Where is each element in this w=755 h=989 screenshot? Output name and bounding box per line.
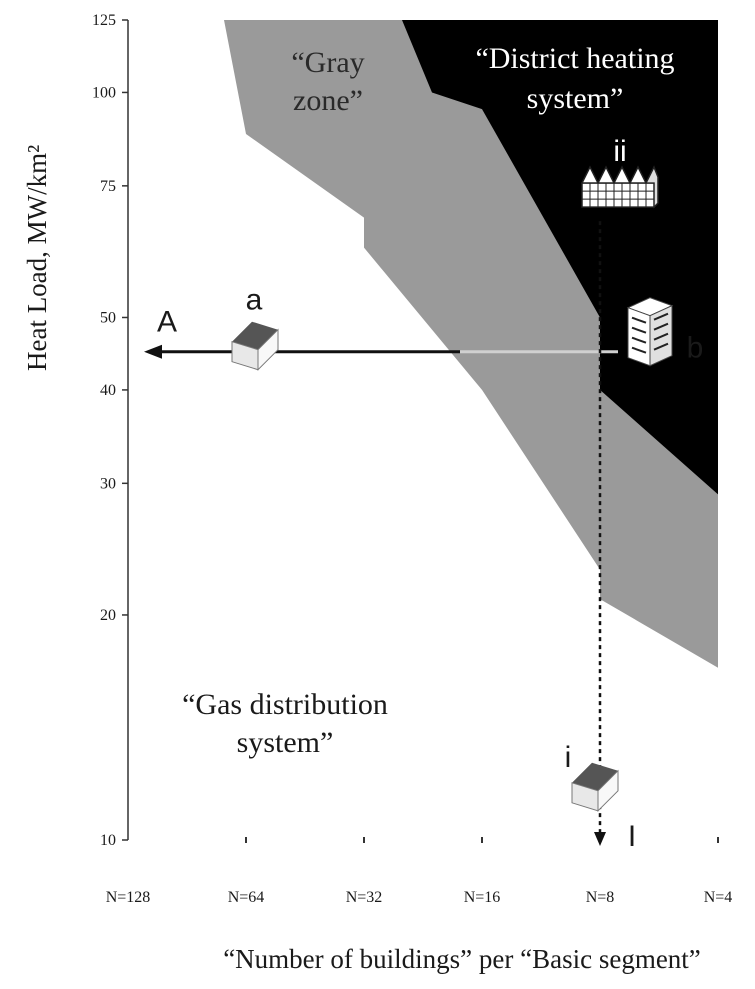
- row-houses-icon: [580, 165, 659, 209]
- label-b: b: [687, 332, 704, 365]
- house-icon: [231, 321, 279, 371]
- x-axis-title: “Number of buildings” per “Basic segment…: [223, 944, 701, 974]
- x-axis-ticks: N=128 N=64 N=32 N=16 N=8 N=4: [106, 837, 733, 906]
- arrow-left-icon: [144, 344, 162, 359]
- district-heating-region: [402, 20, 718, 495]
- label-I: I: [628, 820, 636, 853]
- label-i: i: [565, 741, 572, 774]
- x-tick-label: N=32: [346, 889, 383, 906]
- district-heating-label-line2: system”: [527, 82, 624, 115]
- label-A: A: [157, 306, 177, 339]
- district-heating-label-line1: “District heating: [475, 42, 674, 75]
- apartment-building-icon: [626, 297, 674, 367]
- y-axis-title: Heat Load, MW/km²: [22, 145, 52, 371]
- x-tick-label: N=16: [464, 889, 501, 906]
- arrow-down-icon: [594, 832, 606, 846]
- y-axis-ticks: 10 20 30 40 50 75 100 125: [92, 12, 128, 849]
- x-tick-label: N=64: [228, 889, 265, 906]
- gas-distribution-label-line1: “Gas distribution: [182, 688, 388, 721]
- y-tick-label: 20: [100, 607, 116, 624]
- y-tick-label: 100: [92, 84, 116, 101]
- gas-distribution-label-line2: system”: [237, 726, 334, 759]
- y-tick-label: 10: [100, 832, 116, 849]
- gray-zone-label-line1: “Gray: [291, 46, 364, 79]
- house-icon: [571, 762, 619, 813]
- label-a: a: [246, 284, 263, 317]
- y-tick-label: 40: [100, 382, 116, 399]
- y-tick-label: 30: [100, 475, 116, 492]
- gray-zone-label-line2: zone”: [293, 84, 363, 117]
- y-tick-label: 125: [92, 12, 116, 29]
- x-tick-label: N=4: [704, 889, 733, 906]
- x-tick-label: N=8: [586, 889, 615, 906]
- y-tick-label: 75: [100, 178, 116, 195]
- label-ii: ii: [613, 135, 626, 168]
- x-tick-label: N=128: [106, 889, 151, 906]
- y-tick-label: 50: [100, 309, 116, 326]
